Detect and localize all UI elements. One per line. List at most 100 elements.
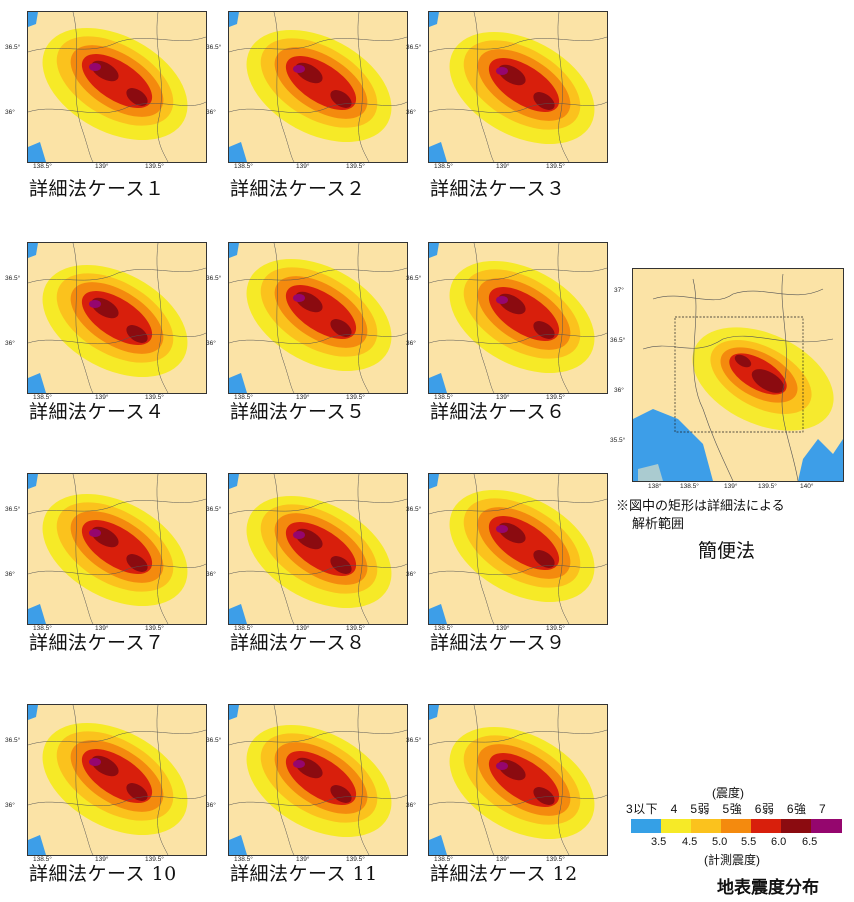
legend-swatch [691, 819, 722, 833]
lon-tick: 138.5° [434, 856, 453, 863]
lon-tick: 139.5° [346, 394, 365, 401]
legend-swatch [781, 819, 812, 833]
intensity-map-shapes [229, 243, 407, 393]
lon-tick: 138.5° [234, 394, 253, 401]
legend-intensity-classes: 3以下 4 5弱 5強 6弱 6強 7 [626, 802, 827, 816]
lat-tick: 36° [5, 571, 15, 578]
lon-tick: 138.5° [434, 394, 453, 401]
intensity-map-shapes [229, 474, 407, 624]
rectangle-note-line2: 解析範囲 [632, 517, 685, 532]
map-caption: 詳細法ケース３ [430, 178, 566, 200]
map-caption: 詳細法ケース８ [230, 632, 366, 654]
lat-tick: 36.5° [5, 506, 21, 513]
lon-tick: 139° [296, 856, 310, 863]
lon-tick: 138.5° [234, 163, 253, 170]
lon-tick: 138.5° [33, 163, 52, 170]
lon-tick: 139.5° [145, 625, 164, 632]
legend-color-bar [631, 819, 842, 833]
simple-lat-tick: 35.5° [610, 437, 626, 444]
map-caption: 詳細法ケース２ [230, 178, 366, 200]
intensity-map-shapes [429, 243, 607, 393]
intensity-map [428, 473, 608, 625]
legend-value: 4.5 [682, 836, 698, 848]
lon-tick: 139.5° [546, 394, 565, 401]
lat-tick: 36.5° [406, 275, 422, 282]
map-caption: 詳細法ケース５ [230, 401, 366, 423]
legend-value: 6.5 [802, 836, 818, 848]
lon-tick: 139° [296, 394, 310, 401]
legend-value: 5.5 [741, 836, 757, 848]
lat-tick: 36° [206, 571, 216, 578]
figure-title: 地表震度分布 [717, 878, 819, 897]
lon-tick: 139° [95, 625, 109, 632]
lon-tick: 139° [496, 856, 510, 863]
lon-tick: 139° [95, 163, 109, 170]
map-caption: 詳細法ケース 12 [430, 863, 578, 885]
intensity-map [228, 473, 408, 625]
rectangle-note-line1: ※図中の矩形は詳細法による [616, 499, 785, 514]
lat-tick: 36° [406, 571, 416, 578]
intensity-map [228, 242, 408, 394]
lon-tick: 139° [496, 625, 510, 632]
lon-tick: 138.5° [434, 625, 453, 632]
simple-lat-tick: 37° [614, 287, 624, 294]
legend-value: 3.5 [651, 836, 667, 848]
map-caption: 詳細法ケース 11 [230, 863, 378, 885]
map-caption: 詳細法ケース 10 [29, 863, 177, 885]
lon-tick: 139.5° [145, 163, 164, 170]
lon-tick: 139.5° [346, 625, 365, 632]
lat-tick: 36° [5, 340, 15, 347]
lat-tick: 36.5° [206, 506, 222, 513]
simple-method-map [632, 268, 844, 482]
legend-value: 6.0 [771, 836, 787, 848]
lon-tick: 139.5° [145, 856, 164, 863]
lat-tick: 36.5° [406, 506, 422, 513]
lat-tick: 36° [406, 109, 416, 116]
lat-tick: 36° [406, 802, 416, 809]
lat-tick: 36.5° [206, 275, 222, 282]
lat-tick: 36.5° [206, 737, 222, 744]
lon-tick: 139° [95, 856, 109, 863]
lon-tick: 138.5° [234, 856, 253, 863]
intensity-map [27, 11, 207, 163]
intensity-map [27, 704, 207, 856]
lon-tick: 138.5° [33, 394, 52, 401]
lon-tick: 139° [496, 394, 510, 401]
simple-lat-tick: 36.5° [610, 337, 626, 344]
intensity-map-shapes [429, 705, 607, 855]
lon-tick: 139° [296, 163, 310, 170]
intensity-map [428, 11, 608, 163]
simple-lon-tick: 138° [648, 483, 662, 490]
lat-tick: 36° [406, 340, 416, 347]
intensity-map-shapes [429, 12, 607, 162]
legend-swatch [661, 819, 692, 833]
lon-tick: 139.5° [346, 163, 365, 170]
lat-tick: 36.5° [5, 275, 21, 282]
intensity-map-shapes [28, 474, 206, 624]
lon-tick: 138.5° [234, 625, 253, 632]
intensity-map-shapes [28, 12, 206, 162]
lon-tick: 139.5° [546, 163, 565, 170]
lon-tick: 138.5° [33, 625, 52, 632]
intensity-map [428, 242, 608, 394]
legend-swatch [631, 819, 662, 833]
lat-tick: 36° [206, 802, 216, 809]
lon-tick: 138.5° [434, 163, 453, 170]
simple-lon-tick: 138.5° [680, 483, 699, 490]
legend-swatch [811, 819, 842, 833]
intensity-map [228, 704, 408, 856]
intensity-map [228, 11, 408, 163]
lat-tick: 36° [5, 109, 15, 116]
lat-tick: 36.5° [5, 44, 21, 51]
legend-measured-label: (計測震度) [704, 853, 760, 867]
lat-tick: 36° [206, 109, 216, 116]
intensity-map-shapes [28, 705, 206, 855]
simple-method-caption: 簡便法 [698, 540, 756, 562]
map-caption: 詳細法ケース６ [430, 401, 566, 423]
intensity-map-shapes [429, 474, 607, 624]
map-caption: 詳細法ケース９ [430, 632, 566, 654]
lon-tick: 139° [95, 394, 109, 401]
lat-tick: 36.5° [5, 737, 21, 744]
lon-tick: 139.5° [546, 625, 565, 632]
simple-lat-tick: 36° [614, 387, 624, 394]
